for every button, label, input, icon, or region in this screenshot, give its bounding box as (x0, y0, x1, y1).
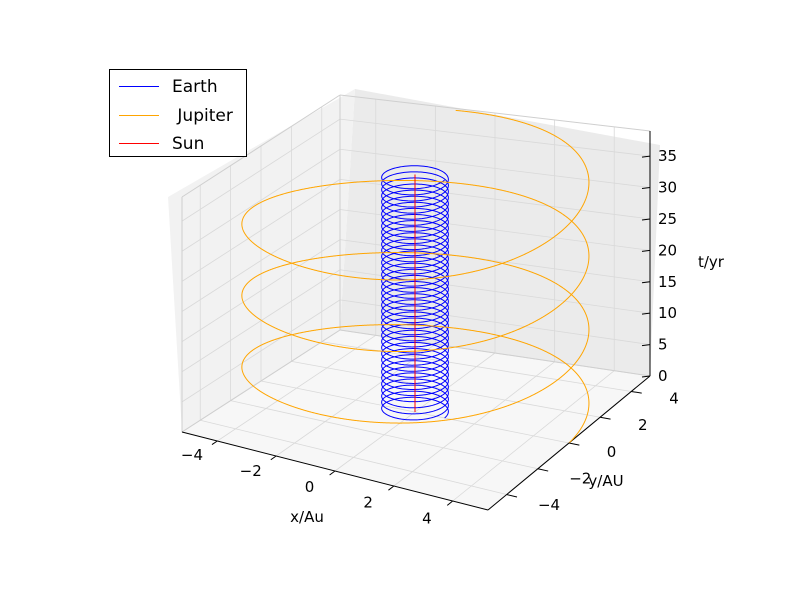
y-tick (506, 494, 518, 498)
x-tick-label: 4 (422, 510, 432, 528)
y-tick (568, 442, 580, 446)
y-tick (537, 468, 549, 472)
gridline-z-left (181, 118, 341, 222)
z-tick (641, 155, 651, 158)
legend-item-jupiter: Jupiter (110, 104, 246, 128)
z-tick-label: 30 (658, 179, 677, 197)
legend-label-earth: Earth (172, 77, 218, 97)
legend-item-earth: Earth (110, 75, 246, 99)
y-tick-label: −2 (569, 469, 591, 487)
x-tick (388, 485, 395, 491)
y-tick-label: 0 (607, 443, 617, 461)
series-line-earth (381, 165, 449, 421)
y-axis-label: y/AU (588, 472, 623, 490)
series-line-jupiter (241, 109, 590, 444)
z-tick (641, 249, 651, 252)
z-tick (641, 312, 651, 315)
y-tick-label: 4 (669, 390, 679, 408)
x-tick-label: −4 (181, 446, 203, 464)
x-tick (446, 500, 454, 506)
z-tick (641, 344, 651, 347)
legend: Earth Jupiter Sun (109, 69, 247, 157)
z-tick-label: 10 (658, 304, 677, 322)
z-tick-label: 5 (658, 336, 668, 354)
gridline-y-floor (230, 400, 538, 470)
gridline-y-floor (200, 419, 507, 495)
pane-edge-left-floor (181, 329, 341, 433)
gridline-y-floor (291, 360, 601, 418)
legend-label-jupiter: Jupiter (172, 106, 233, 126)
x-tick-label: −2 (240, 462, 262, 480)
gridline-z-back (339, 118, 651, 157)
y-tick (600, 416, 611, 420)
x-tick (211, 440, 218, 445)
legend-swatch-earth (119, 86, 159, 87)
series-layer (241, 109, 590, 444)
gridline-z-left (181, 299, 341, 403)
x-tick-label: 0 (305, 478, 315, 496)
y-tick-label: −4 (538, 496, 560, 514)
z-tick-label: 15 (658, 273, 677, 291)
z-tick (641, 375, 651, 378)
gridline-z-left (181, 239, 341, 342)
axis-layer (181, 94, 651, 511)
gridline-z-left (181, 209, 341, 312)
x-tick (270, 455, 277, 461)
pane-edge-back-top (339, 94, 651, 132)
z-axis-label: t/yr (698, 253, 725, 271)
gridline-z-back (339, 148, 651, 188)
legend-item-sun: Sun (110, 132, 246, 156)
x-axis-label: x/Au (290, 508, 324, 526)
z-tick-label: 25 (658, 210, 677, 228)
x-tick-label: 2 (363, 494, 373, 512)
legend-swatch-jupiter (119, 115, 159, 116)
gridline-z-left (181, 179, 341, 282)
z-tick-label: 0 (658, 367, 668, 385)
pane-edge-left-top (181, 94, 341, 198)
y-tick (631, 390, 642, 394)
z-tick (641, 281, 651, 284)
z-tick-label: 35 (658, 147, 677, 165)
y-tick-label: 2 (638, 416, 648, 434)
legend-swatch-sun (119, 143, 159, 144)
gridline-y-floor (321, 341, 632, 392)
z-tick (641, 187, 651, 190)
z-tick (641, 218, 651, 221)
x-tick (329, 470, 336, 476)
z-tick-label: 20 (658, 241, 677, 259)
gridline-z-left (181, 148, 341, 252)
legend-label-sun: Sun (172, 134, 205, 154)
